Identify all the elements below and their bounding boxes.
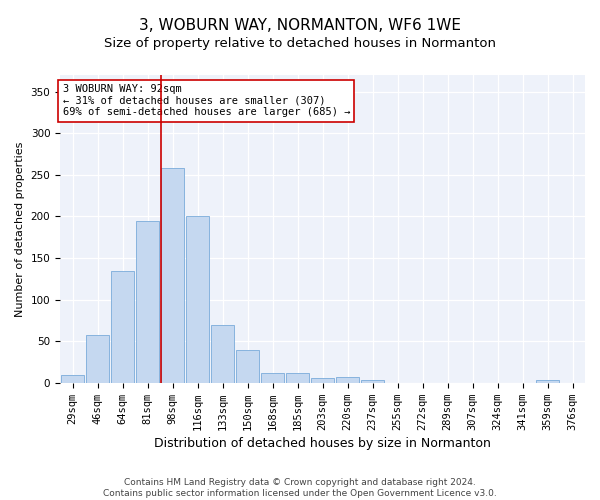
Bar [185,216,209,383]
X-axis label: Distribution of detached houses by size in Normanton: Distribution of detached houses by size … [154,437,491,450]
Text: 3, WOBURN WAY, NORMANTON, WF6 1WE: 3, WOBURN WAY, NORMANTON, WF6 1WE [139,18,461,32]
Y-axis label: Number of detached properties: Number of detached properties [15,141,25,316]
Bar [211,324,235,383]
Text: Contains HM Land Registry data © Crown copyright and database right 2024.
Contai: Contains HM Land Registry data © Crown c… [103,478,497,498]
Text: Size of property relative to detached houses in Normanton: Size of property relative to detached ho… [104,38,496,51]
Bar [110,270,134,383]
Bar [236,350,259,383]
Bar [61,376,85,383]
Bar [136,220,160,383]
Bar [161,168,184,383]
Bar [260,373,284,383]
Bar [335,377,359,383]
Bar [86,336,109,383]
Text: 3 WOBURN WAY: 92sqm
← 31% of detached houses are smaller (307)
69% of semi-detac: 3 WOBURN WAY: 92sqm ← 31% of detached ho… [62,84,350,117]
Bar [286,373,310,383]
Bar [536,380,559,383]
Bar [361,380,385,383]
Bar [311,378,334,383]
